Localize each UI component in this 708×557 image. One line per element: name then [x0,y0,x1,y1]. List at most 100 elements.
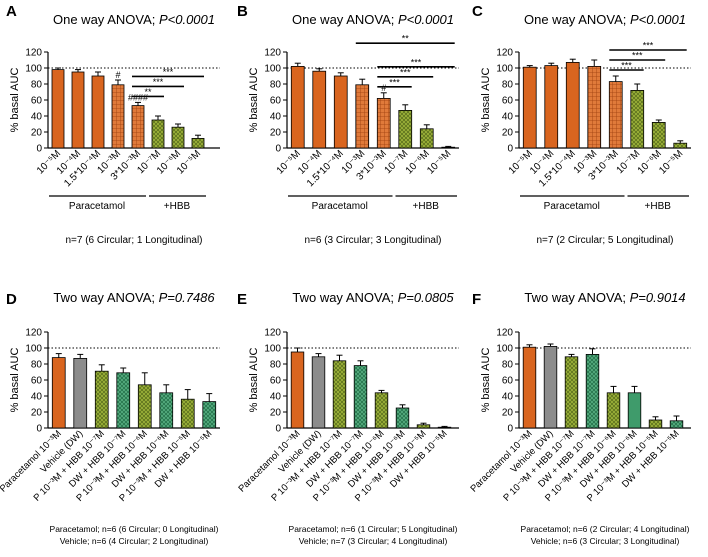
y-tick-label: 60 [502,376,514,387]
y-tick-label: 40 [31,112,43,123]
y-tick-label: 80 [31,360,43,371]
sample-note: n=6 (3 Circular; 3 Longitudinal) [304,235,441,246]
bar-2 [312,70,327,149]
chart-title-text: One way ANOVA; [292,12,398,27]
panel-letter: D [6,291,17,308]
y-tick-label: 80 [502,360,514,371]
bar-6 [630,90,645,149]
y-tick-label: 120 [264,48,281,59]
y-tick-label: 60 [270,96,282,107]
y-tick-label: 20 [31,408,43,419]
bar-6 [151,119,165,149]
bar-7 [171,126,185,149]
y-tick-label: 100 [25,344,42,355]
bar-5 [137,384,152,429]
bracket-label: *** [643,41,654,51]
significance-mark: # [381,83,386,93]
y-axis-label: % basal AUC [9,348,21,413]
bar-7 [648,419,663,429]
bar-3 [91,75,105,149]
bar-8 [669,420,684,429]
bracket-label: *** [389,77,400,87]
chart-title: Two way ANOVA; P=0.9014 [524,290,685,305]
significance-mark: # [115,70,120,80]
significance-mark: #### [128,92,148,102]
chart-title-text: Two way ANOVA; [53,290,158,305]
bar-7 [419,128,434,149]
panel-d: D Two way ANOVA; P=0.7486 % basal AUC 0 20 40… [0,290,220,546]
y-tick-label: 120 [496,48,513,59]
y-tick-label: 100 [264,344,281,355]
sample-note: Vehicle; n=6 (4 Circular; 2 Longitudinal… [60,536,209,546]
y-tick-label: 40 [502,392,514,403]
bar-8 [673,142,688,149]
bar-2 [543,345,558,429]
group-label: Paracetamol [69,201,125,212]
bracket-label: *** [621,61,632,71]
bracket-label: *** [632,51,643,61]
y-tick-label: 80 [270,360,282,371]
chart-title-text: Two way ANOVA; [292,290,397,305]
y-tick-label: 40 [270,392,282,403]
y-tick-label: 0 [275,144,281,155]
panel-letter: F [472,291,481,308]
bar-2 [311,356,326,429]
y-tick-label: 100 [264,64,281,75]
y-tick-label: 100 [496,64,513,75]
panel-e: E Two way ANOVA; P=0.0805 % basal AUC 0 20 40… [236,290,459,546]
y-tick-label: 120 [496,328,513,339]
group-label: Paracetamol [312,201,368,212]
bar-6 [159,392,174,429]
bar-1 [522,66,537,149]
y-tick-label: 120 [25,328,42,339]
y-tick-label: 20 [270,408,282,419]
y-tick-label: 60 [31,376,43,387]
chart-title: Two way ANOVA; P=0.0805 [292,290,454,305]
bar-4 [116,372,131,429]
group-label: +HBB [645,201,672,212]
chart-title-p: P<0.0001 [159,12,215,27]
y-tick-label: 40 [502,112,514,123]
y-axis-label: % basal AUC [9,68,21,133]
chart-title-text: One way ANOVA; [524,12,630,27]
y-tick-label: 20 [31,128,43,139]
y-axis-label: % basal AUC [480,68,492,133]
bar-2 [544,65,559,149]
chart-title-p: P<0.0001 [398,12,454,27]
bar-1 [290,351,305,429]
chart-title: Two way ANOVA; P=0.7486 [53,290,215,305]
y-axis-label: % basal AUC [248,348,260,413]
y-tick-label: 80 [502,80,514,91]
y-tick-label: 80 [270,80,282,91]
bar-4 [111,84,125,149]
x-tick-label: 10⁻⁵M [657,148,685,176]
chart-title: One way ANOVA; P<0.0001 [53,12,215,27]
sample-note: n=7 (6 Circular; 1 Longitudinal) [65,235,202,246]
bar-3 [333,75,348,149]
bar-2 [71,71,85,149]
y-tick-label: 20 [502,128,514,139]
bracket-label: *** [400,67,411,77]
bar-8 [202,401,217,429]
chart-title-p: P=0.7486 [159,290,216,305]
bar-4 [585,353,600,429]
y-tick-label: 120 [264,328,281,339]
bar-3 [94,370,109,429]
panel-a: A One way ANOVA; P<0.0001 % basal AUC 0 20 40… [6,3,220,246]
bar-5 [374,392,389,429]
panel-b: B One way ANOVA; P<0.0001 % basal AUC 0 20 40… [237,3,459,246]
bar-8 [441,146,456,149]
panel-letter: E [237,291,247,308]
panel-c: C One way ANOVA; P<0.0001 % basal AUC 0 20 40… [472,3,691,246]
group-label: Paracetamol [544,201,600,212]
y-tick-label: 0 [507,424,513,435]
y-tick-label: 80 [31,80,43,91]
y-tick-label: 100 [25,64,42,75]
chart-title-text: Two way ANOVA; [524,290,629,305]
panel-f: F Two way ANOVA; P=0.9014 % basal AUC 0 20 40… [468,290,691,546]
sample-note: Paracetamol; n=6 (1 Circular; 5 Longitud… [289,524,458,534]
bar-5 [606,392,621,429]
bar-8 [437,426,452,429]
bar-7 [651,122,666,149]
bar-7 [416,424,431,429]
